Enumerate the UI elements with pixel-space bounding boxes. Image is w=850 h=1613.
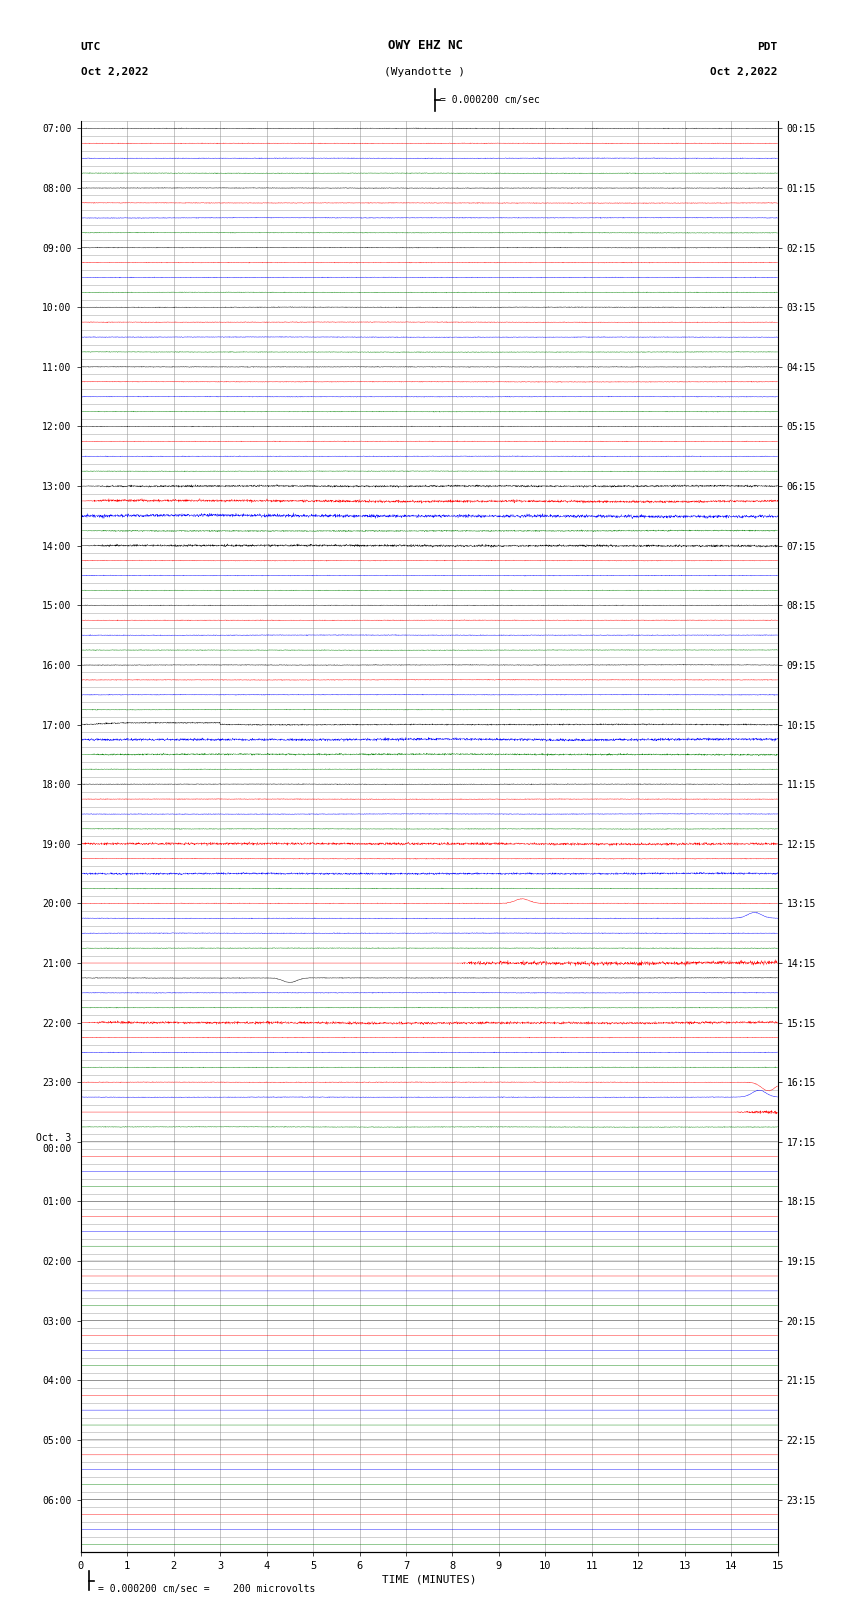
X-axis label: TIME (MINUTES): TIME (MINUTES) xyxy=(382,1574,477,1586)
Text: OWY EHZ NC: OWY EHZ NC xyxy=(388,39,462,52)
Text: = 0.000200 cm/sec =    200 microvolts: = 0.000200 cm/sec = 200 microvolts xyxy=(98,1584,315,1594)
Text: UTC: UTC xyxy=(81,42,101,52)
Text: (Wyandotte ): (Wyandotte ) xyxy=(384,68,466,77)
Text: PDT: PDT xyxy=(757,42,778,52)
Text: = 0.000200 cm/sec: = 0.000200 cm/sec xyxy=(440,95,540,105)
Text: Oct 2,2022: Oct 2,2022 xyxy=(711,68,778,77)
Text: Oct 2,2022: Oct 2,2022 xyxy=(81,68,148,77)
